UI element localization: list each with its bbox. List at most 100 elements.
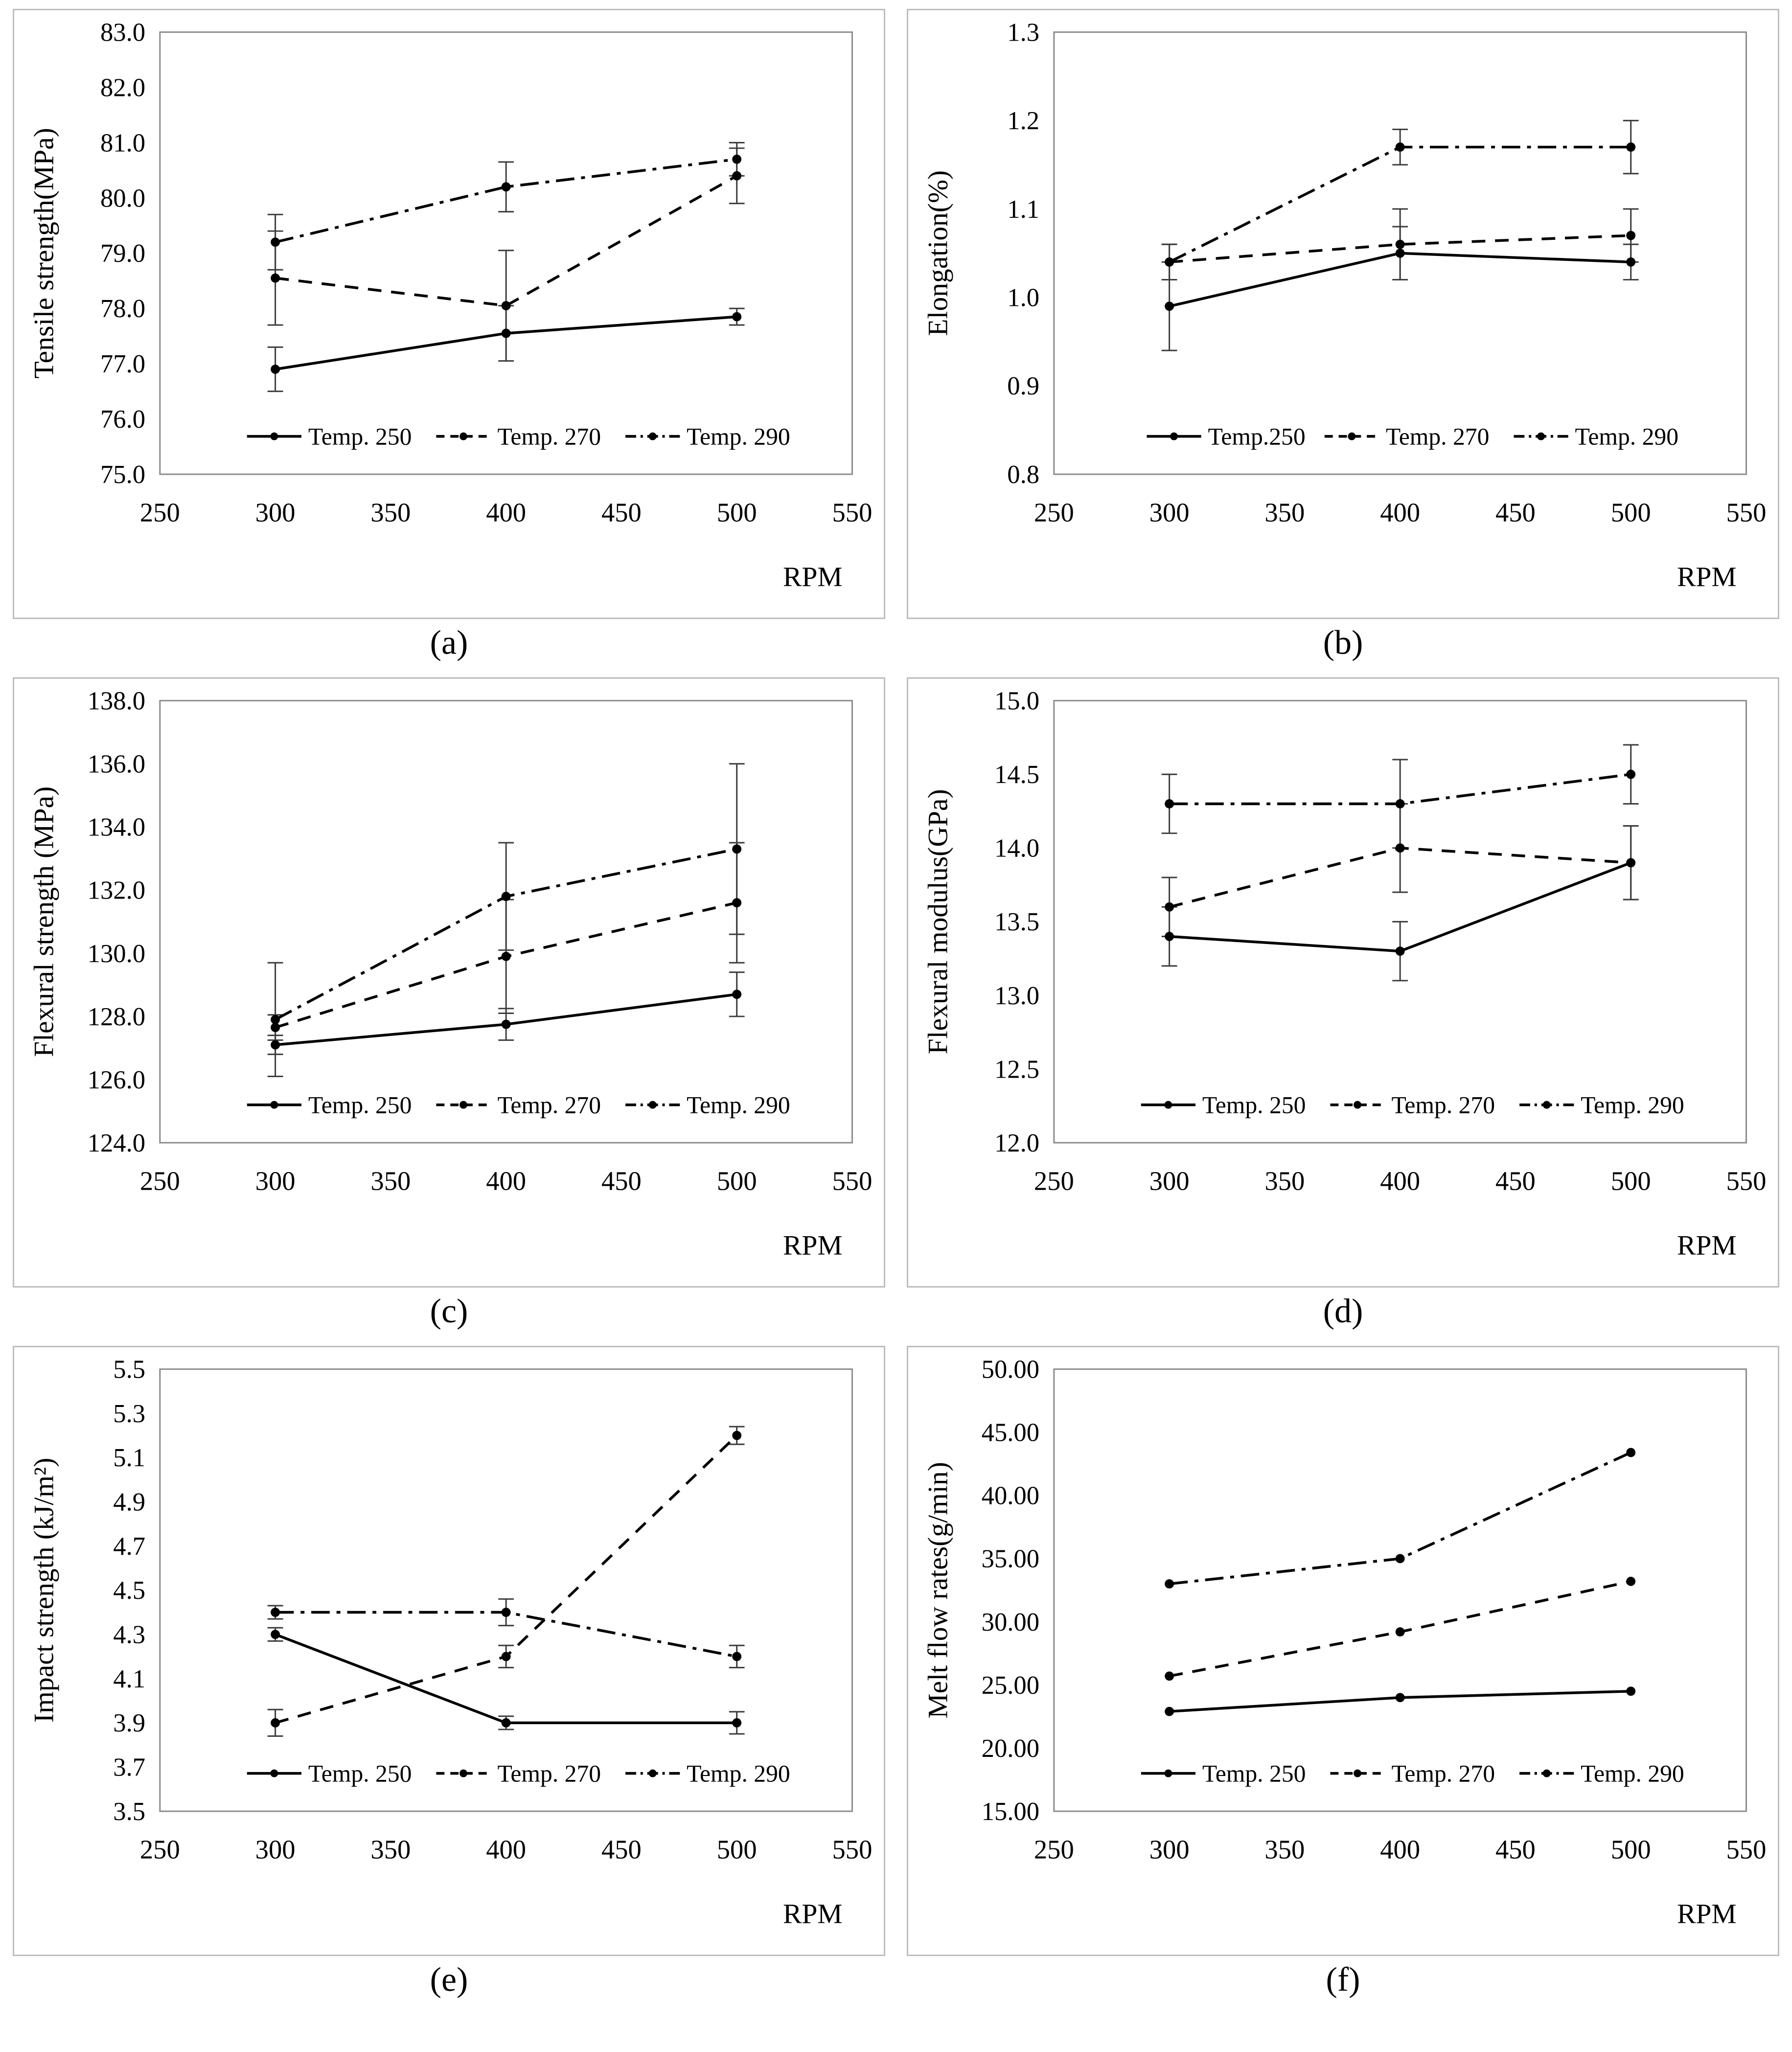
caption-e: (e): [430, 1960, 468, 1999]
legend-label: Temp. 270: [498, 423, 601, 450]
data-point: [1395, 142, 1405, 152]
data-point: [1626, 769, 1636, 779]
legend: Temp. 250 Temp. 270 Temp. 290: [1141, 1760, 1684, 1787]
data-point: [732, 312, 742, 322]
x-tick-label: 300: [255, 497, 296, 527]
x-axis-title: RPM: [783, 1898, 843, 1929]
data-point: [732, 1430, 742, 1440]
data-point: [1395, 239, 1405, 249]
series-270: [271, 898, 742, 1032]
legend-item: Temp. 290: [1514, 423, 1678, 450]
y-axis-title: Flexural modulus(GPa): [922, 789, 953, 1054]
legend-marker: [459, 432, 467, 440]
x-axis-title: RPM: [783, 561, 843, 592]
legend-marker: [1537, 432, 1545, 440]
data-point: [1626, 142, 1636, 152]
y-tick-label: 12.0: [994, 1129, 1039, 1157]
data-point: [271, 1040, 280, 1050]
panel-b: 0.8 0.9 1.0 1.1 1.2 1.3 250 300 350 400 450 500 550 E…: [907, 9, 1779, 674]
data-point: [1165, 257, 1174, 267]
caption-f: (f): [1326, 1960, 1360, 1999]
series-290: [1165, 769, 1636, 808]
y-tick-label: 4.7: [113, 1532, 145, 1561]
data-point: [732, 844, 742, 854]
x-tick-label: 400: [486, 1834, 526, 1864]
x-tick-label: 450: [1495, 497, 1536, 527]
chart-box-a: 75.0 76.0 77.0 78.0 79.0 80.0 81.0 82.0 83.0 250 3…: [13, 9, 885, 619]
y-tick-label: 3.5: [113, 1798, 145, 1826]
y-tick-label: 5.5: [113, 1355, 145, 1383]
error-bars-290: [1161, 744, 1639, 849]
x-tick-label: 250: [1034, 497, 1074, 527]
y-tick-label: 130.0: [88, 940, 145, 968]
data-point: [1626, 1686, 1636, 1696]
data-point: [1626, 1576, 1636, 1586]
y-tick-label: 4.3: [113, 1620, 145, 1649]
y-tick-label: 25.00: [982, 1671, 1039, 1700]
data-point: [1165, 902, 1174, 912]
legend-label: Temp. 290: [1575, 423, 1679, 450]
x-tick-label: 250: [140, 1834, 180, 1864]
data-point: [501, 1019, 511, 1029]
series-250: [1165, 1686, 1636, 1716]
data-point: [732, 990, 742, 999]
chart-box-f: 15.00 20.00 25.00 30.00 35.00 40.00 45.00 50.00…: [907, 1345, 1779, 1956]
series-250: [271, 990, 742, 1050]
x-tick-label: 550: [832, 1166, 873, 1196]
data-point: [732, 1652, 742, 1661]
x-tick-label: 500: [1611, 497, 1651, 527]
x-axis-title: RPM: [1677, 561, 1737, 592]
chart-box-c: 124.0 126.0 128.0 130.0 132.0 134.0 136.0 138.0…: [13, 677, 885, 1288]
legend-label: Temp. 250: [308, 423, 412, 450]
data-point: [1165, 931, 1174, 941]
y-tick-label: 13.5: [994, 908, 1039, 936]
plot-frame: [1053, 700, 1747, 1144]
x-tick-label: 300: [255, 1166, 296, 1196]
x-tick-label: 500: [717, 1166, 757, 1196]
y-tick-label: 5.3: [113, 1400, 145, 1428]
y-tick-label: 5.1: [113, 1444, 145, 1472]
legend-label: Temp. 270: [1386, 423, 1490, 450]
legend-marker: [270, 1101, 278, 1109]
legend-item: Temp. 270: [1330, 1760, 1495, 1787]
y-tick-label: 75.0: [100, 461, 145, 489]
series-290: [1165, 142, 1636, 267]
x-tick-label: 500: [1611, 1834, 1651, 1864]
data-point: [501, 1718, 511, 1728]
legend-label: Temp. 270: [1392, 1091, 1495, 1118]
y-tick-label: 35.00: [982, 1545, 1039, 1573]
x-tick-label: 450: [601, 497, 642, 527]
data-point: [1395, 946, 1405, 956]
legend-item: Temp. 250: [1141, 1760, 1306, 1787]
flexural-modulus-chart: 12.0 12.5 13.0 13.5 14.0 14.5 15.0 250 300 350 400…: [922, 687, 1767, 1261]
legend-item: Temp. 290: [625, 1091, 790, 1118]
caption-a: (a): [430, 623, 468, 662]
x-tick-label: 300: [1149, 1166, 1190, 1196]
legend-label: Temp. 270: [498, 1760, 601, 1787]
data-point: [1395, 1554, 1405, 1564]
legend-item: Temp.250: [1147, 423, 1306, 450]
data-point: [271, 1014, 280, 1024]
y-tick-label: 15.00: [982, 1798, 1039, 1826]
x-tick-label: 350: [370, 1834, 411, 1864]
data-point: [1165, 799, 1174, 808]
x-tick-label: 350: [1264, 1834, 1305, 1864]
y-tick-label: 82.0: [100, 73, 145, 102]
data-point: [271, 1023, 280, 1032]
series-290: [271, 1607, 742, 1661]
data-point: [501, 892, 511, 901]
y-tick-label: 0.9: [1007, 372, 1039, 400]
legend-marker: [648, 1769, 657, 1777]
data-point: [732, 898, 742, 907]
legend-item: Temp. 290: [625, 1760, 790, 1787]
y-tick-label: 136.0: [88, 750, 145, 779]
y-tick-label: 50.00: [982, 1355, 1039, 1383]
legend-item: Temp. 290: [1519, 1760, 1684, 1787]
x-tick-label: 550: [1726, 1166, 1767, 1196]
legend-label: Temp. 290: [687, 1760, 790, 1787]
legend-item: Temp. 290: [1519, 1091, 1684, 1118]
y-axis-title: Impact strength (kJ/m²): [28, 1457, 59, 1723]
data-point: [501, 328, 511, 338]
legend-marker: [1354, 1769, 1361, 1777]
series-290: [271, 154, 742, 247]
